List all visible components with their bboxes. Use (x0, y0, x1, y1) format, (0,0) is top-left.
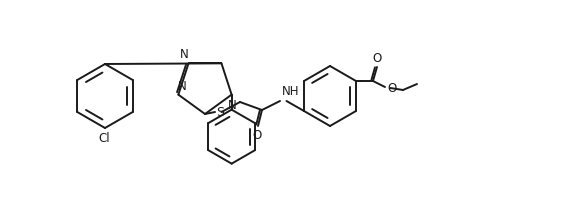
Text: Cl: Cl (98, 132, 110, 145)
Text: O: O (252, 129, 262, 142)
Text: S: S (217, 106, 225, 119)
Text: NH: NH (282, 85, 300, 98)
Text: N: N (178, 80, 187, 93)
Text: N: N (228, 99, 237, 112)
Text: O: O (387, 82, 396, 94)
Text: O: O (372, 52, 382, 65)
Text: N: N (180, 48, 189, 61)
